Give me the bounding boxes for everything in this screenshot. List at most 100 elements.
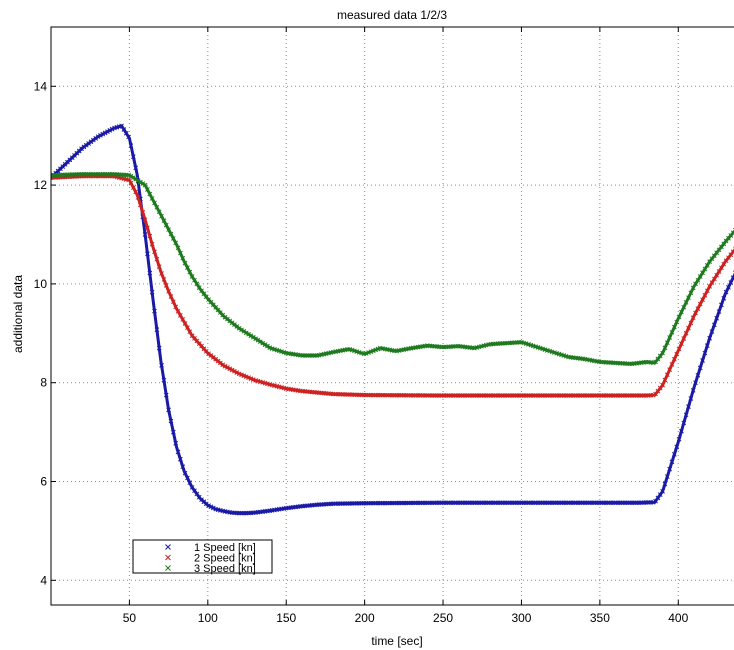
series-marker	[723, 289, 729, 295]
series-marker	[227, 366, 233, 372]
series-marker	[686, 404, 691, 410]
grid-lines	[51, 27, 734, 605]
series-marker	[695, 372, 701, 378]
series-marker	[662, 481, 668, 487]
series-marker	[182, 470, 188, 476]
series-marker	[707, 284, 712, 289]
series-marker	[180, 464, 186, 470]
series-marker	[704, 343, 710, 348]
series-marker	[159, 271, 164, 276]
series-marker	[142, 182, 148, 188]
series-marker	[142, 217, 148, 223]
series-marker	[721, 295, 727, 301]
series-marker	[719, 265, 724, 271]
series-marker	[210, 505, 216, 511]
series-marker	[681, 420, 687, 426]
series-marker	[168, 231, 174, 237]
series-marker	[697, 365, 703, 371]
x-tick-label: 50	[123, 611, 137, 625]
series-marker	[704, 288, 710, 294]
series-marker	[194, 281, 200, 287]
series-marker	[178, 313, 183, 318]
series-2	[51, 173, 734, 398]
series-marker	[711, 322, 717, 328]
series-marker	[229, 367, 235, 373]
series-marker	[130, 154, 136, 160]
series-marker	[707, 335, 712, 341]
series-marker	[123, 130, 129, 136]
series-marker	[693, 380, 698, 386]
series-marker	[662, 345, 668, 351]
series-marker	[671, 324, 677, 330]
series-marker	[679, 309, 684, 315]
x-tick-label: 300	[511, 611, 531, 625]
series-marker	[253, 336, 259, 342]
series-marker	[145, 187, 150, 192]
series-marker	[695, 306, 701, 311]
series-marker	[716, 269, 722, 274]
series-marker	[163, 283, 169, 288]
series-marker	[145, 225, 150, 231]
series-marker	[709, 280, 715, 286]
series-marker	[168, 294, 174, 299]
series-marker	[154, 256, 160, 262]
series-marker	[686, 295, 691, 300]
series-marker	[133, 176, 139, 182]
series-marker	[170, 236, 176, 241]
series-marker	[236, 325, 242, 331]
series-marker	[728, 280, 734, 285]
series-marker	[109, 126, 115, 132]
legend-marker	[165, 565, 171, 571]
series-marker	[650, 392, 656, 398]
series-marker	[187, 269, 193, 275]
series-marker	[683, 300, 689, 305]
series-marker	[145, 251, 150, 257]
series-marker	[173, 240, 179, 246]
series-marker	[232, 368, 237, 374]
series-marker	[130, 185, 136, 190]
series-marker	[700, 270, 705, 276]
legend-box	[132, 539, 273, 574]
series-marker	[102, 130, 108, 136]
series-marker	[714, 315, 720, 321]
series-marker	[149, 241, 155, 247]
series-marker	[246, 331, 251, 337]
series-marker	[688, 290, 694, 296]
series-marker	[147, 191, 153, 197]
series-marker	[128, 143, 134, 148]
series-marker	[700, 297, 705, 303]
axis-ticks: 50 100 150 200 250 300 350 400 4 6 8 10 12 14	[34, 27, 689, 625]
series-marker	[159, 363, 164, 368]
series-marker	[133, 189, 139, 195]
y-tick-label: 10	[34, 277, 48, 291]
series-marker	[166, 288, 171, 294]
series-marker	[185, 475, 190, 481]
series-marker	[260, 340, 266, 346]
series-marker	[168, 418, 174, 424]
series-1	[51, 123, 734, 516]
series-marker	[192, 277, 197, 283]
series-marker	[133, 165, 139, 171]
series-marker	[730, 249, 734, 255]
plot-frame	[50, 26, 734, 606]
series-marker	[130, 175, 136, 181]
series-marker	[128, 173, 134, 179]
series-marker	[154, 204, 160, 210]
series-marker	[688, 320, 694, 326]
series-marker	[149, 289, 155, 295]
series-marker	[667, 466, 673, 472]
series-marker	[100, 131, 106, 137]
series-marker	[657, 492, 663, 497]
series-marker	[135, 178, 141, 183]
series-marker	[690, 315, 696, 321]
series-line	[51, 172, 734, 366]
series-marker	[669, 329, 675, 335]
series-marker	[189, 485, 195, 490]
series-marker	[667, 335, 673, 340]
series-marker	[711, 276, 717, 282]
series-marker	[655, 495, 661, 501]
y-tick-label: 4	[40, 573, 47, 587]
series-marker	[187, 329, 193, 335]
series-marker	[730, 230, 734, 236]
